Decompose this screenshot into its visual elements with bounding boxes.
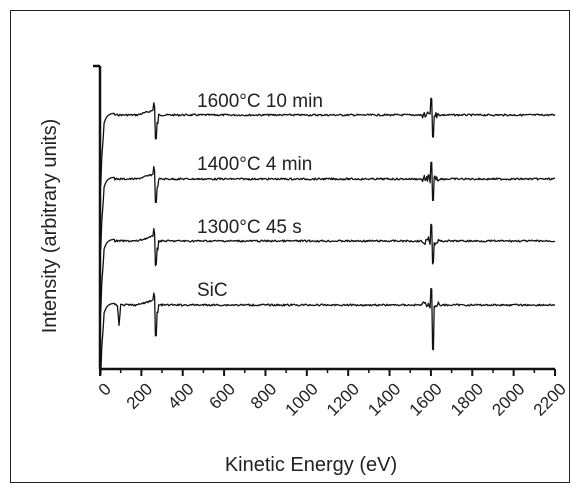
y-axis-title: Intensity (arbitrary units) <box>39 119 61 334</box>
x-tick-label-1600: 1600 <box>406 379 446 419</box>
series-line-2 <box>100 223 555 312</box>
x-axis-title: Kinetic Energy (eV) <box>225 454 397 476</box>
series-layer <box>100 97 556 376</box>
series-label-1: 1400°C 4 min <box>197 154 312 175</box>
x-tick-label-2200: 2200 <box>530 379 569 419</box>
series-line-3 <box>100 287 556 376</box>
series-label-3: SiC <box>197 280 228 301</box>
x-tick-label-400: 400 <box>164 379 197 412</box>
series-line-1 <box>100 161 556 250</box>
figure-frame: 0 200 400 600 800 1000 1200 1400 1600 1800 2000 220… <box>10 10 570 483</box>
auger-spectra-chart: 0 200 400 600 800 1000 1200 1400 1600 1800 2000 220… <box>39 64 569 476</box>
x-tick-label-600: 600 <box>205 379 238 412</box>
series-label-2: 1300°C 45 s <box>197 217 302 238</box>
x-tick-label-1200: 1200 <box>323 379 363 419</box>
x-tick-label-800: 800 <box>247 379 280 412</box>
x-tick-label-200: 200 <box>123 379 156 412</box>
x-tick-label-2000: 2000 <box>488 379 528 419</box>
x-tick-label-0: 0 <box>95 379 115 399</box>
series-label-0: 1600°C 10 min <box>197 91 323 112</box>
x-tick-label-1800: 1800 <box>447 379 487 419</box>
labels-layer: 1600°C 10 min 1400°C 4 min 1300°C 45 s SiC <box>197 91 323 301</box>
axes-group: 0 200 400 600 800 1000 1200 1400 1600 1800 2000 220… <box>93 64 569 420</box>
x-tick-label-1000: 1000 <box>282 379 322 419</box>
x-tick-label-1400: 1400 <box>364 379 404 419</box>
series-line-0 <box>100 97 556 186</box>
